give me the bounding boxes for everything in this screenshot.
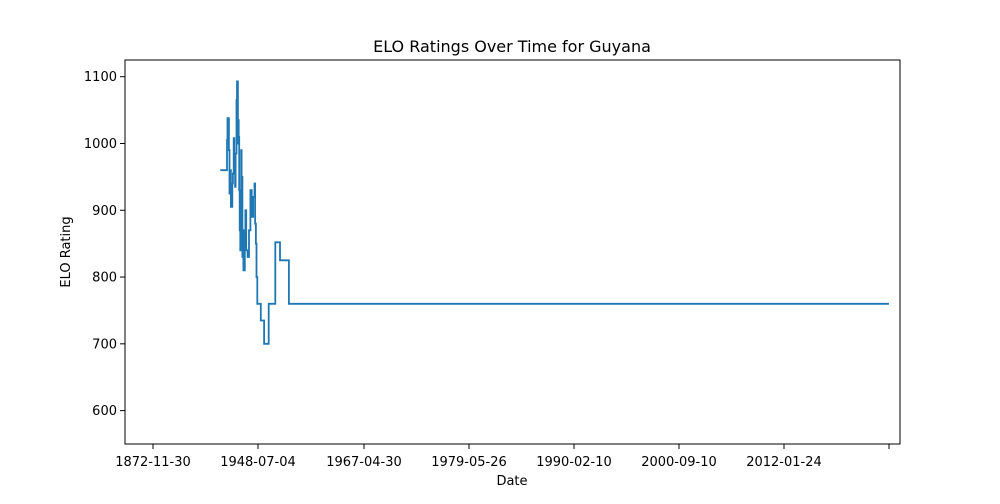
y-tick-label: 800 (92, 271, 117, 286)
x-axis-label: Date (496, 474, 527, 489)
y-tick-label: 1000 (84, 137, 117, 152)
x-tick-label: 2012-01-24 (746, 455, 822, 470)
y-axis-label: ELO Rating (59, 216, 74, 287)
x-tick-label: 1979-05-26 (431, 455, 507, 470)
y-axis-ticks: 600 700 800 900 1000 1100 (84, 70, 125, 419)
x-tick-label: 2000-09-10 (641, 455, 717, 470)
chart-title: ELO Ratings Over Time for Guyana (373, 37, 651, 56)
y-tick-label: 900 (92, 204, 117, 219)
y-tick-label: 700 (92, 337, 117, 352)
series-line (220, 80, 889, 345)
x-tick-label: 1967-04-30 (326, 455, 402, 470)
x-tick-label: 1948-07-04 (220, 455, 296, 470)
x-axis-ticks: 1872-11-30 1948-07-04 1967-04-30 1979-05-26… (115, 444, 890, 470)
y-tick-label: 1100 (84, 70, 117, 85)
x-tick-label: 1990-02-10 (536, 455, 612, 470)
y-tick-label: 600 (92, 404, 117, 419)
x-tick-label: 1872-11-30 (115, 455, 191, 470)
plot-frame (124, 59, 901, 445)
